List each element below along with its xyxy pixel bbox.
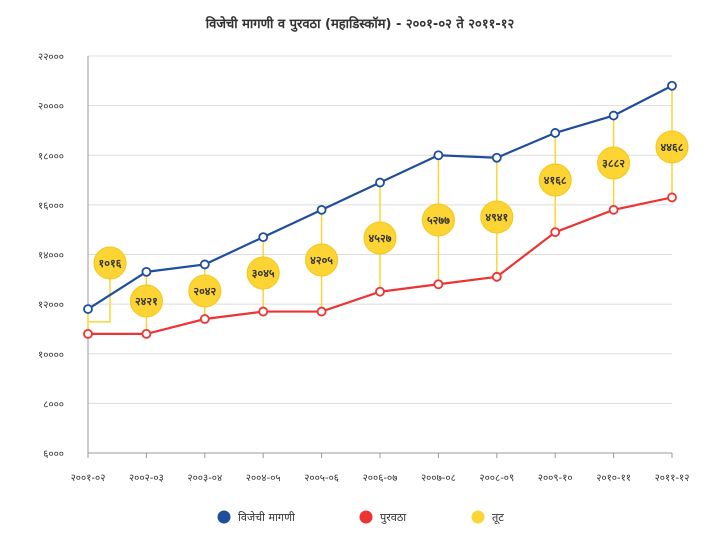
x-tick-label: २००२-०३ <box>129 473 164 484</box>
gap-bubble-label: १०१६ <box>99 257 122 270</box>
y-tick-label: १४००० <box>38 251 64 262</box>
gap-bubble <box>480 200 514 234</box>
gap-connector <box>88 263 111 323</box>
legend-label: तूट <box>492 511 504 525</box>
legend-label: विजेची मागणी <box>238 511 295 524</box>
y-tick-label: १०००० <box>38 350 64 361</box>
y-tick-label: २२००० <box>38 52 64 63</box>
y-tick-label: ६००० <box>43 449 64 460</box>
x-tick-label: २०११-१२ <box>655 473 690 484</box>
legend-marker <box>471 510 485 524</box>
gap-bubble-label: ३०४५ <box>252 267 275 280</box>
y-tick-label: १२००० <box>38 300 64 311</box>
gap-bubble-label: ५२७७ <box>427 214 450 227</box>
data-point <box>550 227 561 238</box>
gap-bubble-label: ४१६८ <box>544 174 567 187</box>
gap-bubble <box>363 221 397 255</box>
y-tick-label: ८००० <box>43 399 64 410</box>
gap-bubble <box>129 284 163 318</box>
x-tick-label: २००६-०७ <box>363 473 398 484</box>
x-tick-label: २००३-०४ <box>187 473 222 484</box>
gap-bubble <box>93 246 127 280</box>
data-point <box>491 271 502 282</box>
gap-bubble <box>421 203 455 237</box>
gap-bubble-label: ४९४१ <box>485 211 508 224</box>
data-point <box>550 128 561 138</box>
y-tick-label: १६००० <box>38 201 64 212</box>
legend-marker <box>217 510 231 524</box>
data-point <box>608 110 619 121</box>
data-point <box>199 259 210 270</box>
gap-bubble-label: ४५२७ <box>369 232 392 245</box>
data-point <box>316 204 327 215</box>
data-point <box>375 286 385 297</box>
data-point <box>667 192 677 203</box>
data-point <box>433 150 444 161</box>
data-point <box>258 232 269 243</box>
data-point <box>667 80 677 91</box>
gap-bubble <box>655 130 689 164</box>
data-point <box>199 314 210 324</box>
gap-bubble <box>188 274 222 308</box>
data-point <box>141 328 152 339</box>
x-tick-label: २००९-१० <box>538 473 573 484</box>
data-point <box>258 306 269 317</box>
x-tick-label: २००४-०५ <box>246 473 281 484</box>
gap-bubble <box>597 146 631 180</box>
data-point <box>608 204 619 215</box>
data-point <box>141 266 152 277</box>
x-tick-label: २००८-०९ <box>479 473 514 484</box>
data-point <box>83 328 93 339</box>
x-tick-label: २००५-०६ <box>304 473 339 484</box>
x-tick-label: २०१०-११ <box>596 473 631 484</box>
data-point <box>375 177 385 188</box>
gap-bubble <box>305 243 339 277</box>
gap-bubble-label: ४४६८ <box>661 141 684 154</box>
chart-title: विजेची मागणी व पुरवठा (महाडिस्कॉम) - २००… <box>205 17 515 32</box>
gap-bubble-label: २४२१ <box>135 295 158 308</box>
gap-bubble-label: ३८८२ <box>602 157 625 170</box>
data-point <box>433 279 444 290</box>
data-point <box>491 152 502 163</box>
gap-bubble <box>246 256 280 290</box>
legend-marker <box>359 510 373 524</box>
gap-bubble <box>538 163 572 197</box>
gap-bubble-label: २०४२ <box>193 285 216 298</box>
data-point <box>316 306 327 317</box>
x-tick-label: २००१-०२ <box>71 473 106 484</box>
y-tick-label: २०००० <box>38 102 64 113</box>
y-tick-label: १८००० <box>38 151 64 162</box>
x-tick-label: २००७-०८ <box>421 473 456 484</box>
legend-label: पुरवठा <box>380 511 406 524</box>
gap-bubble-label: ४२०५ <box>310 254 333 267</box>
data-point <box>83 304 93 314</box>
